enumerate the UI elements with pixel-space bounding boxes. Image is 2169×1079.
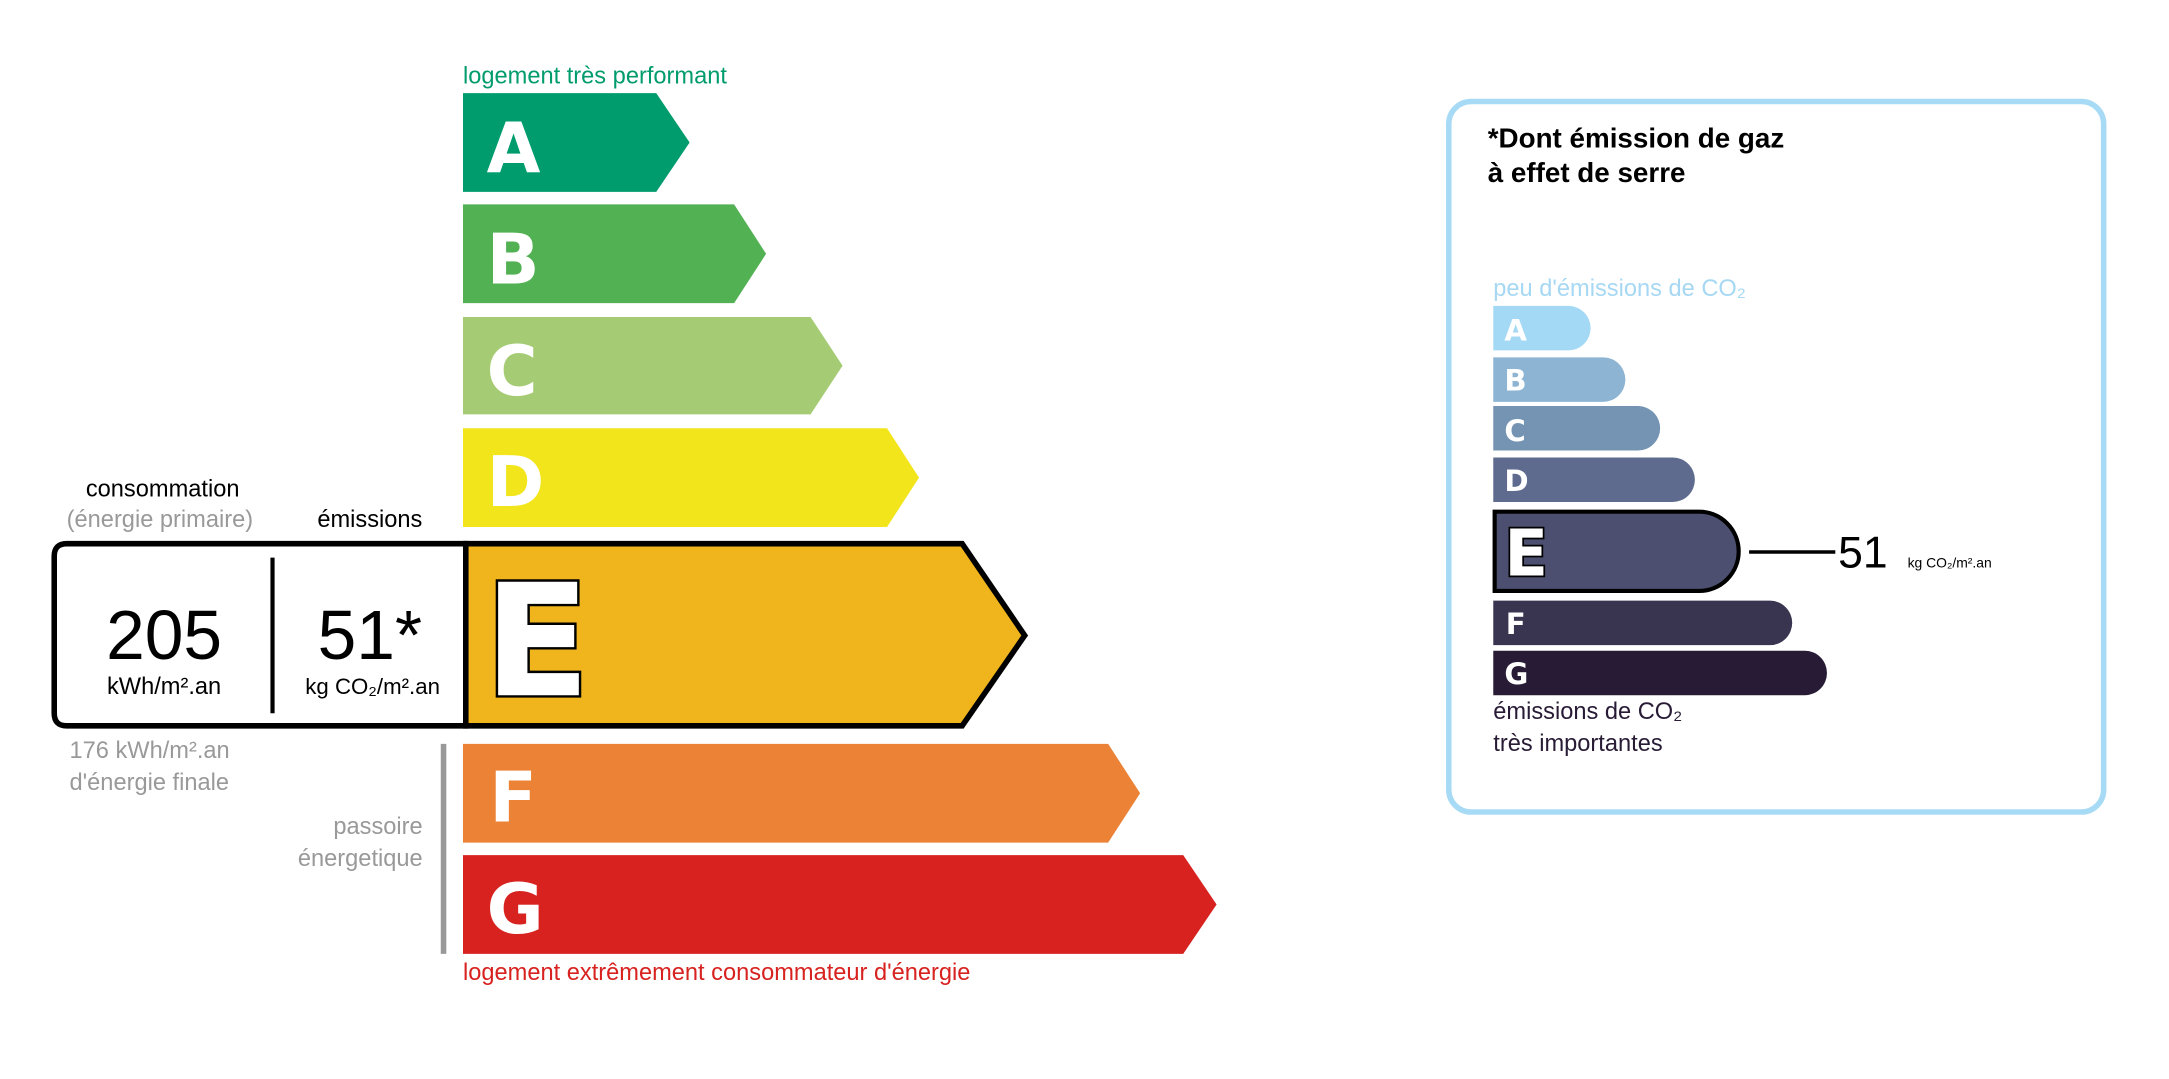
ghg-letter-c: C [1504, 414, 1525, 448]
ghg-title-line1: *Dont émission de gaz [1488, 122, 1785, 153]
class-bar-a [462, 93, 690, 192]
emissions-value: 51* [318, 596, 422, 674]
passoire-line1: passoire [333, 814, 422, 840]
ghg-letter-f: F [1506, 607, 1526, 641]
top-caption: logement très performant [463, 63, 727, 89]
ghg-letter-d: D [1504, 464, 1528, 498]
ghg-value: 51 [1838, 528, 1887, 577]
ghg-bottom-caption-line1: émissions de CO₂ [1493, 699, 1682, 725]
consumption-heading: consommation [86, 476, 240, 502]
ghg-top-caption: peu d'émissions de CO₂ [1493, 276, 1746, 302]
emissions-heading: émissions [317, 507, 422, 533]
class-letter-f: F [489, 758, 536, 839]
ghg-letter-b: B [1504, 364, 1526, 398]
ghg-bar-e-current [1492, 509, 1741, 594]
ghg-bar-f [1493, 600, 1793, 646]
final-energy-value: 176 kWh/m².an [70, 738, 230, 764]
class-bar-g [462, 855, 1217, 954]
ghg-letter-g: G [1504, 657, 1528, 691]
class-bar-f [462, 743, 1141, 843]
consumption-unit: kWh/m².an [107, 674, 221, 700]
consumption-subheading: (énergie primaire) [67, 507, 253, 533]
ghg-bar-b [1493, 357, 1626, 402]
class-letter-a: A [487, 108, 541, 189]
ghg-bottom-caption-line2: très importantes [1493, 731, 1662, 757]
value-box [51, 540, 469, 729]
ghg-letter-a: A [1504, 314, 1527, 348]
bottom-caption: logement extrêmement consommateur d'éner… [463, 960, 970, 986]
class-letter-e-current: E [484, 550, 590, 732]
class-letter-g: G [487, 869, 544, 950]
ghg-title-line2: à effet de serre [1488, 157, 1686, 188]
passoire-line2: énergetique [298, 846, 423, 872]
ghg-letter-e-current: E [1504, 518, 1548, 592]
consumption-value: 205 [106, 596, 222, 674]
ghg-bar-d [1493, 457, 1695, 502]
ghg-unit: kg CO₂/m².an [1908, 554, 1992, 570]
class-bar-c [462, 317, 843, 415]
class-bar-b [462, 204, 767, 304]
final-energy-label: d'énergie finale [70, 770, 230, 796]
class-bar-e-current [462, 540, 1029, 729]
emissions-unit: kg CO₂/m².an [305, 674, 440, 699]
class-bar-d [462, 428, 920, 527]
ghg-bar-g [1493, 650, 1827, 696]
class-letter-d: D [487, 442, 545, 523]
ghg-bar-a [1493, 305, 1591, 351]
ghg-bar-c [1493, 406, 1661, 451]
class-letter-c: C [487, 331, 538, 412]
class-letter-b: B [487, 220, 540, 301]
